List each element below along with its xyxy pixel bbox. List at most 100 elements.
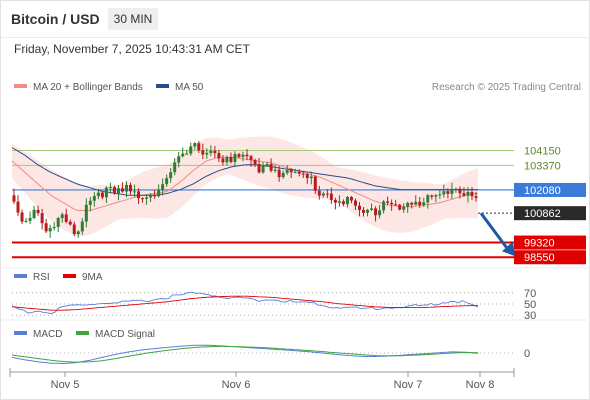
candle-body (337, 201, 341, 203)
candle-body (44, 223, 48, 232)
candle-body (406, 202, 410, 207)
candle-body (177, 156, 181, 163)
candle-body (370, 208, 374, 210)
candle-body (285, 170, 289, 173)
instrument-title: Bitcoin / USD (11, 11, 100, 27)
rsi-tick-label: 50 (524, 299, 536, 311)
candle-body (193, 143, 197, 147)
candle-body (48, 228, 52, 232)
x-axis-tick-label: Nov 8 (466, 379, 495, 391)
candle-body (181, 153, 185, 157)
candle-body (137, 191, 141, 199)
support-label: 98550 (524, 252, 555, 264)
candle-body (454, 188, 458, 190)
candle-body (28, 217, 32, 221)
candle-body (434, 195, 438, 197)
legend-label-ma20: MA 20 + Bollinger Bands (33, 82, 143, 93)
interval-button[interactable]: 30 MIN (108, 8, 158, 30)
candle-body (450, 188, 454, 194)
candle-body (362, 209, 366, 213)
candle-body (426, 195, 430, 203)
candle-body (466, 191, 470, 196)
candle-body (32, 209, 36, 218)
candle-body (317, 190, 321, 196)
candle-body (165, 178, 169, 185)
legend-swatch-ma20 (14, 84, 27, 88)
candle-body (374, 208, 378, 216)
candle-body (394, 204, 398, 206)
candle-body (289, 170, 293, 173)
candle-body (241, 154, 245, 157)
candle-body (261, 165, 265, 173)
candle-body (390, 202, 394, 205)
candle-body (357, 205, 361, 210)
candle-body (422, 202, 426, 206)
candle-body (64, 214, 68, 222)
candle-body (129, 184, 133, 192)
candle-body (257, 164, 261, 173)
candle-body (414, 201, 418, 205)
candle-body (458, 188, 462, 194)
candle-body (402, 206, 406, 210)
legend-label-macd-signal: MACD Signal (95, 329, 155, 340)
ma50-line (11, 147, 478, 196)
candle-body (293, 171, 297, 173)
candle-body (309, 176, 313, 179)
candle-body (398, 204, 402, 210)
legend-label-macd: MACD (33, 329, 62, 340)
candle-body (277, 169, 281, 178)
candle-body (116, 188, 120, 194)
candle-body (213, 150, 217, 154)
candle-body (149, 195, 153, 198)
candle-body (442, 191, 446, 195)
legend-swatch-macd-signal (76, 331, 89, 335)
candle-body (145, 197, 149, 199)
candle-body (333, 199, 337, 203)
candle-body (24, 220, 28, 222)
macd-tick-label: 0 (524, 348, 530, 360)
candle-body (88, 200, 92, 205)
candle-body (438, 194, 442, 196)
candle-body (462, 193, 466, 196)
candle-body (269, 164, 273, 171)
candle-body (313, 176, 317, 191)
header-bar: Bitcoin / USD 30 MIN (1, 1, 589, 38)
candle-body (96, 192, 100, 197)
projection-arrow (479, 212, 512, 254)
candle-body (133, 191, 137, 193)
candle-body (120, 188, 124, 192)
candle-body (80, 221, 84, 232)
candle-body (353, 200, 357, 206)
x-axis-tick-label: Nov 6 (222, 379, 251, 391)
legend-swatch-rsi (14, 274, 27, 278)
candle-body (141, 198, 145, 200)
candle-body (237, 154, 241, 157)
candle-body (378, 210, 382, 216)
candle-body (273, 169, 277, 171)
timestamp: Friday, November 7, 2025 10:43:31 AM CET (14, 42, 250, 56)
legend-swatch-macd (14, 331, 27, 335)
rsi-tick-label: 30 (524, 310, 536, 322)
candle-body (386, 201, 390, 203)
candle-body (410, 202, 414, 205)
candle-body (104, 187, 108, 198)
candle-body (265, 164, 269, 166)
candle-body (233, 154, 237, 162)
candle-body (40, 213, 44, 224)
support-label-box (514, 250, 586, 265)
candle-body (205, 152, 209, 155)
legend-label-rsi: RSI (33, 272, 50, 283)
pivot-label: 100862 (524, 208, 561, 220)
candle-body (201, 150, 205, 155)
candle-body (12, 195, 16, 202)
legend-swatch-ma50 (156, 84, 169, 88)
candle-body (169, 172, 173, 179)
candle-body (341, 201, 345, 205)
resistance-label: 104150 (524, 146, 561, 158)
candle-body (305, 174, 309, 179)
candle-body (297, 171, 301, 174)
candle-body (474, 196, 478, 198)
candle-body (418, 201, 422, 206)
candle-body (281, 172, 285, 178)
candle-body (108, 187, 112, 189)
